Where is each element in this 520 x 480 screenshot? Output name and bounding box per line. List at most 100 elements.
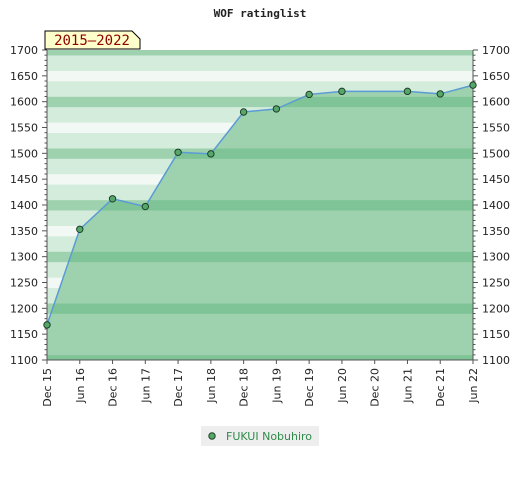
y-tick-label-left: 1350 <box>10 225 38 238</box>
below-line-band <box>47 287 473 294</box>
below-line-band <box>47 329 473 335</box>
data-point <box>436 90 444 98</box>
below-line-band <box>47 308 473 314</box>
data-point <box>338 87 346 96</box>
x-tick-label: Jun 19 <box>270 368 283 404</box>
below-line-band <box>47 205 473 211</box>
y-tick-label-left: 1650 <box>10 70 38 83</box>
below-line-band <box>47 344 473 350</box>
legend-marker <box>208 432 216 440</box>
below-line-band <box>47 318 473 325</box>
x-tick-label: Dec 20 <box>369 368 382 407</box>
period-label-background <box>44 30 141 50</box>
chart-title: WOF ratinglist <box>214 7 307 20</box>
below-line-band <box>47 163 473 170</box>
y-tick-label-left: 1200 <box>10 302 38 315</box>
background-band <box>47 86 473 92</box>
below-line-band <box>47 277 473 283</box>
period-label: 2015–2022 <box>54 33 130 49</box>
below-line-band <box>47 267 473 273</box>
y-tick-label-right: 1200 <box>482 302 510 315</box>
y-tick-label-right: 1700 <box>482 44 510 57</box>
background-band <box>47 55 473 61</box>
data-point <box>43 321 51 329</box>
legend: FUKUI Nobuhiro <box>201 426 319 446</box>
below-line-band <box>47 298 473 304</box>
y-tick-label-right: 1500 <box>482 147 510 160</box>
background-band <box>47 91 473 97</box>
data-point <box>76 225 84 233</box>
y-tick-label-right: 1350 <box>482 225 510 238</box>
y-axis-right: 1100 1150 1200 1250 1300 1350 1400 1450 1500 1550… <box>472 44 510 367</box>
data-point <box>174 148 182 157</box>
background-band <box>47 70 473 77</box>
below-line-band <box>47 241 473 247</box>
data-point <box>305 90 313 99</box>
below-line-band <box>47 246 473 252</box>
below-line-band <box>47 215 473 221</box>
x-tick-label: Dec 21 <box>434 368 447 407</box>
legend-background <box>201 426 319 446</box>
below-line-band <box>47 117 473 123</box>
background-band <box>47 75 473 82</box>
below-line-band <box>47 236 473 242</box>
background-band <box>47 50 473 56</box>
below-line-band <box>47 261 473 268</box>
below-line-band <box>47 210 473 216</box>
background-band <box>47 101 473 108</box>
below-line-band <box>47 199 473 206</box>
y-tick-label-left: 1450 <box>10 173 38 186</box>
below-line-band <box>47 158 473 164</box>
below-line-band <box>47 168 473 175</box>
data-point <box>239 108 248 116</box>
data-point <box>141 202 150 211</box>
y-tick-label-right: 1450 <box>482 173 510 186</box>
below-line-band <box>47 313 473 319</box>
below-line-band <box>47 153 473 159</box>
below-line-band <box>47 334 473 340</box>
below-line-band <box>47 189 473 195</box>
below-line-band <box>47 194 473 201</box>
y-tick-label-left: 1550 <box>10 122 38 135</box>
below-line-band <box>47 220 473 226</box>
x-tick-label: Dec 15 <box>41 368 54 407</box>
legend-label: FUKUI Nobuhiro <box>226 430 312 443</box>
below-line-band <box>47 174 473 180</box>
x-tick-label: Dec 16 <box>107 368 120 407</box>
below-line-band <box>47 179 473 185</box>
y-tick-label-left: 1600 <box>10 96 38 109</box>
y-tick-label-left: 1100 <box>10 354 38 367</box>
y-axis-left: 1100 1150 1200 1250 1300 1350 1400 1450 1500 1550… <box>10 44 48 367</box>
x-tick-label: Jun 17 <box>139 368 152 404</box>
y-tick-label-right: 1300 <box>482 251 510 264</box>
x-tick-label: Jun 16 <box>74 368 87 404</box>
background-band <box>47 60 473 66</box>
x-axis: Dec 15 Jun 16 Dec 16 Jun 17 Dec 17 Jun 18 Dec … <box>41 359 480 407</box>
below-line-band <box>47 303 473 309</box>
background-band <box>47 106 473 113</box>
below-line-band <box>47 256 473 263</box>
data-point <box>207 150 215 158</box>
below-line-band <box>47 230 473 237</box>
period-label-box: 2015–2022 <box>44 30 141 50</box>
y-tick-label-left: 1250 <box>10 277 38 290</box>
data-point <box>469 81 477 89</box>
background-band <box>47 96 473 102</box>
data-point <box>403 87 412 96</box>
x-tick-label: Jun 20 <box>336 368 349 404</box>
below-line-band <box>47 127 473 133</box>
below-line-band <box>47 112 473 118</box>
below-line-band <box>47 143 473 149</box>
below-line-band <box>47 251 473 257</box>
x-tick-label: Jun 18 <box>205 368 218 404</box>
below-line-band <box>47 122 473 128</box>
y-tick-label-right: 1150 <box>482 328 510 341</box>
below-line-band <box>47 137 473 144</box>
y-tick-label-right: 1600 <box>482 96 510 109</box>
below-line-band <box>47 132 473 139</box>
below-line-band <box>47 272 473 278</box>
y-tick-label-right: 1250 <box>482 277 510 290</box>
below-line-band <box>47 148 473 154</box>
series-layer <box>43 81 477 329</box>
